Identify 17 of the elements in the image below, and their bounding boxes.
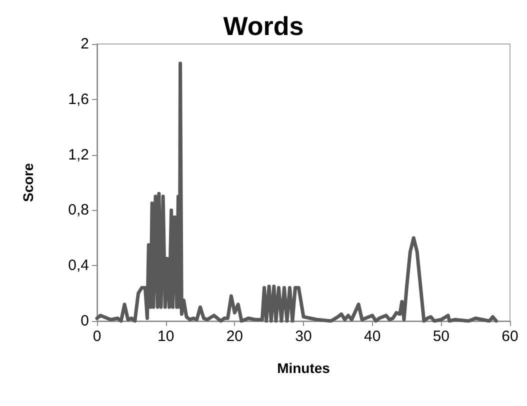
x-tick-label: 0 xyxy=(92,328,102,345)
line-series xyxy=(95,62,498,323)
y-axis-title: Score xyxy=(20,162,36,202)
x-tick-label: 50 xyxy=(432,328,450,345)
x-axis-title: Minutes xyxy=(277,360,330,376)
x-tick-label: 60 xyxy=(502,328,518,345)
y-tick-label: 2 xyxy=(80,36,89,52)
y-tick-label: 0 xyxy=(80,312,89,330)
y-tick-label: 0,4 xyxy=(68,257,89,274)
chart-title: Words xyxy=(223,11,304,41)
x-tick-label: 30 xyxy=(295,328,312,345)
y-tick-label: 1,6 xyxy=(68,90,89,108)
x-tick-label: 20 xyxy=(226,328,244,345)
y-tick-label: 1,2 xyxy=(68,146,89,164)
y-tick-label: 0,8 xyxy=(68,202,89,219)
x-tick-label: 10 xyxy=(157,328,174,345)
x-tick-label: 40 xyxy=(364,328,381,345)
